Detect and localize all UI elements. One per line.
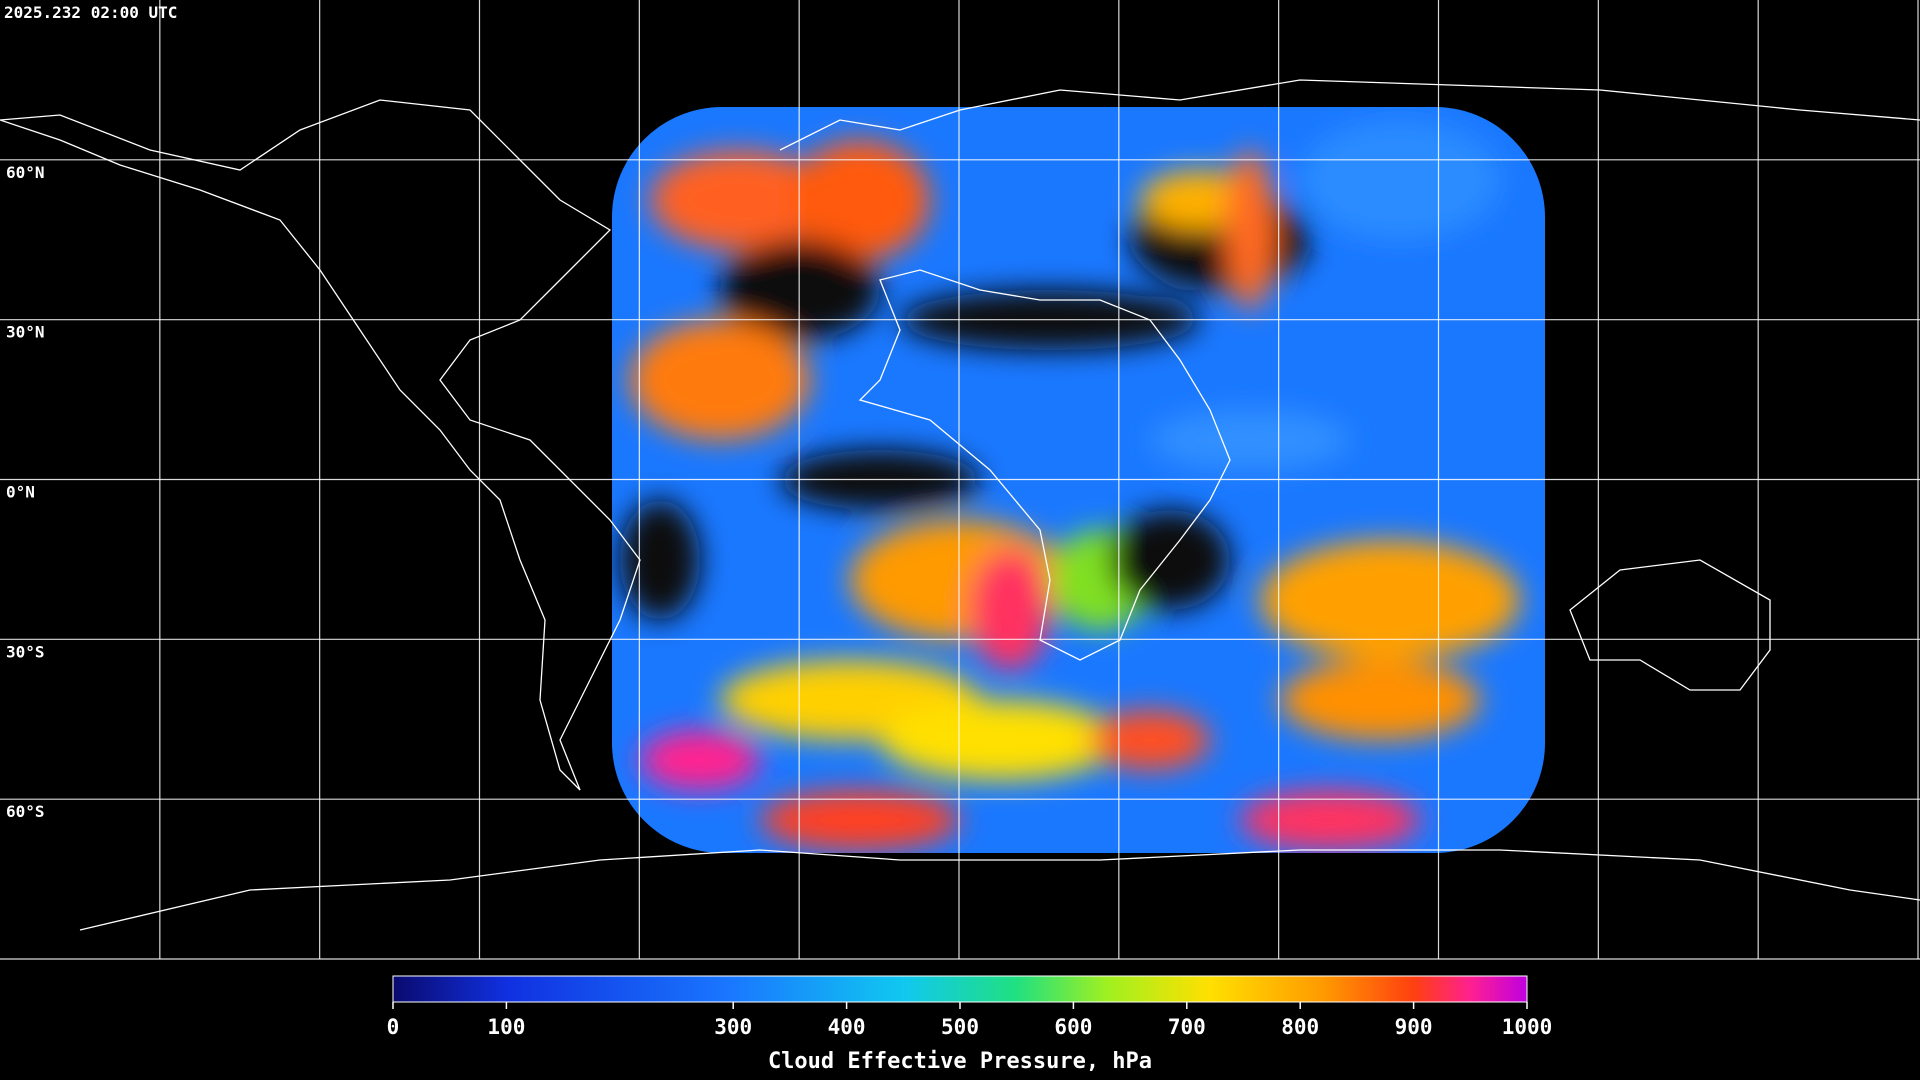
- colorbar-tick-label: 500: [941, 1015, 979, 1039]
- latitude-label: 60°S: [6, 802, 45, 821]
- graticule: [0, 0, 1920, 960]
- latitude-label: 0°N: [6, 483, 35, 502]
- colorbar-tick-label: 400: [828, 1015, 866, 1039]
- latitude-label: 30°S: [6, 642, 45, 661]
- colorbar: [392, 975, 1528, 1003]
- colorbar-tick-label: 900: [1395, 1015, 1433, 1039]
- colorbar-tick-label: 800: [1281, 1015, 1319, 1039]
- colorbar-label: Cloud Effective Pressure, hPa: [768, 1049, 1152, 1074]
- timestamp: 2025.232 02:00 UTC: [4, 3, 177, 22]
- colorbar-tick-label: 600: [1054, 1015, 1092, 1039]
- colorbar-tick-label: 0: [387, 1015, 400, 1039]
- latitude-label: 60°N: [6, 163, 45, 182]
- colorbar-tick-label: 300: [714, 1015, 752, 1039]
- latitude-label: 30°N: [6, 323, 45, 342]
- latitude-labels: 60°N 30°N 0°N 30°S 60°S: [6, 163, 45, 821]
- colorbar-tick-label: 700: [1168, 1015, 1206, 1039]
- colorbar-tick-label: 1000: [1502, 1015, 1553, 1039]
- coastlines: [0, 79, 1920, 931]
- colorbar-ticks: 0 100 300 400 500 600 700 800 900 1000: [387, 1002, 1553, 1039]
- colorbar-tick-label: 100: [487, 1015, 525, 1039]
